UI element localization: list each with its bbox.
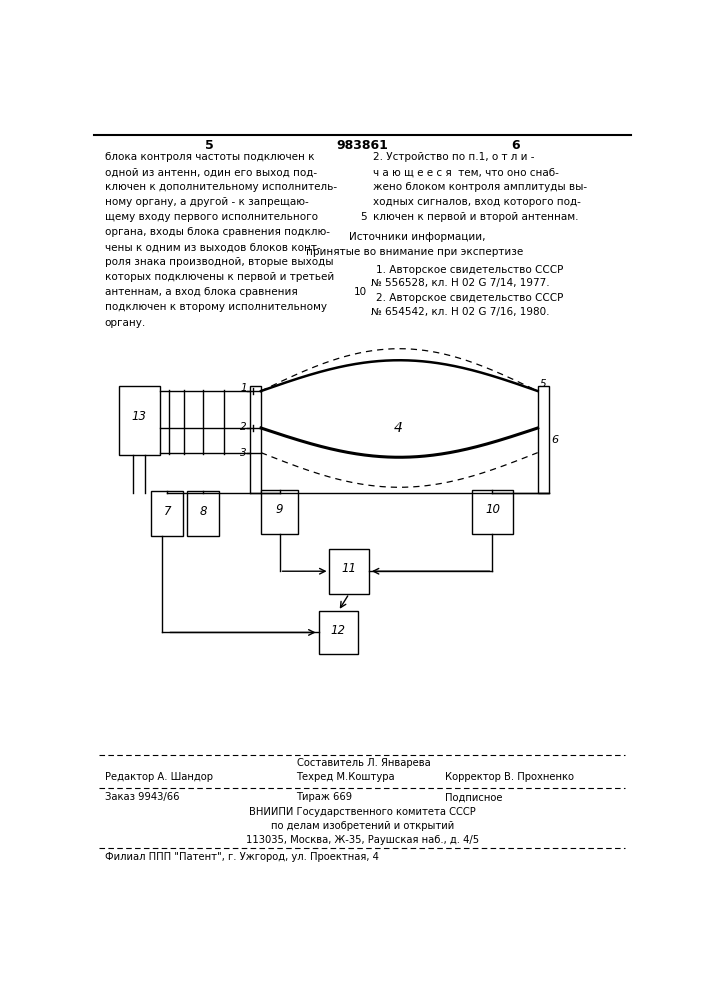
Text: Корректор В. Прохненко: Корректор В. Прохненко <box>445 772 573 782</box>
Text: ходных сигналов, вход которого под-: ходных сигналов, вход которого под- <box>373 197 581 207</box>
Text: Источники информации,: Источники информации, <box>349 232 486 242</box>
Text: № 556528, кл. Н 02 G 7/14, 1977.: № 556528, кл. Н 02 G 7/14, 1977. <box>370 278 549 288</box>
Text: 5: 5 <box>360 212 367 222</box>
Text: 10: 10 <box>485 503 500 516</box>
Text: ному органу, а другой - к запрещаю-: ному органу, а другой - к запрещаю- <box>105 197 308 207</box>
Text: ключен к дополнительному исполнитель-: ключен к дополнительному исполнитель- <box>105 182 337 192</box>
Text: 6: 6 <box>511 139 520 152</box>
Text: 5: 5 <box>204 139 214 152</box>
Text: 2: 2 <box>240 422 247 432</box>
Text: Заказ 9943/66: Заказ 9943/66 <box>105 792 180 802</box>
Text: блока контроля частоты подключен к: блока контроля частоты подключен к <box>105 152 315 162</box>
Text: Составитель Л. Январева: Составитель Л. Январева <box>297 758 431 768</box>
Text: Подписное: Подписное <box>445 792 502 802</box>
Bar <box>119 386 160 455</box>
Text: № 654542, кл. Н 02 G 7/16, 1980.: № 654542, кл. Н 02 G 7/16, 1980. <box>370 307 549 317</box>
Text: 10: 10 <box>354 287 367 297</box>
Text: органу.: органу. <box>105 318 146 328</box>
Text: 5: 5 <box>539 379 546 389</box>
Text: ч а ю щ е е с я  тем, что оно снаб-: ч а ю щ е е с я тем, что оно снаб- <box>373 167 559 177</box>
Bar <box>151 491 183 536</box>
Bar <box>329 549 369 594</box>
Bar <box>261 490 298 534</box>
Bar <box>538 386 549 493</box>
Text: 11: 11 <box>341 562 357 575</box>
Text: 9: 9 <box>276 503 284 516</box>
Text: Тираж 669: Тираж 669 <box>297 792 353 802</box>
Text: жено блоком контроля амплитуды вы-: жено блоком контроля амплитуды вы- <box>373 182 588 192</box>
Bar <box>472 490 513 534</box>
Text: 13: 13 <box>132 410 146 423</box>
Text: Техред М.Коштура: Техред М.Коштура <box>297 772 395 782</box>
Text: 1: 1 <box>240 383 247 393</box>
Text: роля знака производной, вторые выходы: роля знака производной, вторые выходы <box>105 257 333 267</box>
Text: 2. Авторское свидетельство СССР: 2. Авторское свидетельство СССР <box>376 293 563 303</box>
Text: антеннам, а вход блока сравнения: антеннам, а вход блока сравнения <box>105 287 298 297</box>
Text: 2. Устройство по п.1, о т л и -: 2. Устройство по п.1, о т л и - <box>373 152 534 162</box>
Text: одной из антенн, один его выход под-: одной из антенн, один его выход под- <box>105 167 317 177</box>
Text: принятые во внимание при экспертизе: принятые во внимание при экспертизе <box>305 247 523 257</box>
Bar <box>187 491 218 536</box>
Text: 4: 4 <box>394 421 402 435</box>
Text: 3: 3 <box>240 448 247 458</box>
Text: 7: 7 <box>163 505 171 518</box>
Text: Филиал ППП "Патент", г. Ужгород, ул. Проектная, 4: Филиал ППП "Патент", г. Ужгород, ул. Про… <box>105 852 379 862</box>
Bar <box>250 386 261 493</box>
Text: щему входу первого исполнительного: щему входу первого исполнительного <box>105 212 318 222</box>
Text: 1. Авторское свидетельство СССР: 1. Авторское свидетельство СССР <box>376 265 563 275</box>
Text: которых подключены к первой и третьей: которых подключены к первой и третьей <box>105 272 334 282</box>
Text: подключен к второму исполнительному: подключен к второму исполнительному <box>105 302 327 312</box>
Text: 12: 12 <box>331 624 346 637</box>
Text: 8: 8 <box>199 505 206 518</box>
Text: ВНИИПИ Государственного комитета СССР: ВНИИПИ Государственного комитета СССР <box>249 807 476 817</box>
Text: ключен к первой и второй антеннам.: ключен к первой и второй антеннам. <box>373 212 579 222</box>
Text: 6: 6 <box>551 435 559 445</box>
Text: по делам изобретений и открытий: по делам изобретений и открытий <box>271 821 454 831</box>
Text: чены к одним из выходов блоков конт-: чены к одним из выходов блоков конт- <box>105 242 320 252</box>
Text: 983861: 983861 <box>337 139 388 152</box>
Text: 113035, Москва, Ж-35, Раушская наб., д. 4/5: 113035, Москва, Ж-35, Раушская наб., д. … <box>246 835 479 845</box>
Bar <box>319 611 358 654</box>
Text: Редактор А. Шандор: Редактор А. Шандор <box>105 772 213 782</box>
Text: органа, входы блока сравнения подклю-: органа, входы блока сравнения подклю- <box>105 227 329 237</box>
